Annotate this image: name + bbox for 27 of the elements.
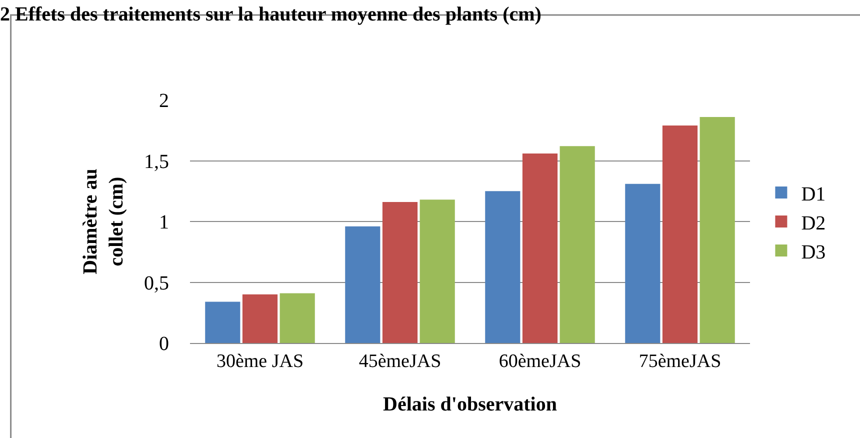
legend-label: D2 xyxy=(801,212,826,234)
bar xyxy=(280,293,315,343)
x-tick-label: 75èmeJAS xyxy=(638,350,722,372)
bar xyxy=(205,302,240,343)
bar xyxy=(700,117,735,343)
y-axis-title: Diamètre au collet (cm) xyxy=(80,168,128,274)
bar xyxy=(345,226,380,343)
bar xyxy=(382,202,418,343)
y-tick-label: 1 xyxy=(159,212,169,234)
bar xyxy=(242,294,278,343)
legend-label: D1 xyxy=(801,183,826,206)
x-tick-label: 60èmeJAS xyxy=(498,350,582,372)
y-tick-label: 2 xyxy=(159,90,169,112)
chart-title: 2 Effets des traitements sur la hauteur moyenne des plants (cm) xyxy=(0,4,542,26)
bar xyxy=(485,191,520,343)
x-tick-label: 45èmeJAS xyxy=(358,350,442,372)
bar xyxy=(625,184,660,343)
y-tick-label: 1,5 xyxy=(144,150,169,173)
legend-label: D3 xyxy=(801,241,826,264)
bar xyxy=(420,200,455,343)
x-tick-label: 30ème JAS xyxy=(216,350,304,372)
x-axis-title: Délais d'observation xyxy=(383,393,557,416)
bar xyxy=(662,126,698,343)
y-tick-label: 0 xyxy=(159,333,169,355)
y-tick-label: 0,5 xyxy=(144,272,169,294)
bar xyxy=(522,153,558,343)
bar xyxy=(560,146,595,343)
